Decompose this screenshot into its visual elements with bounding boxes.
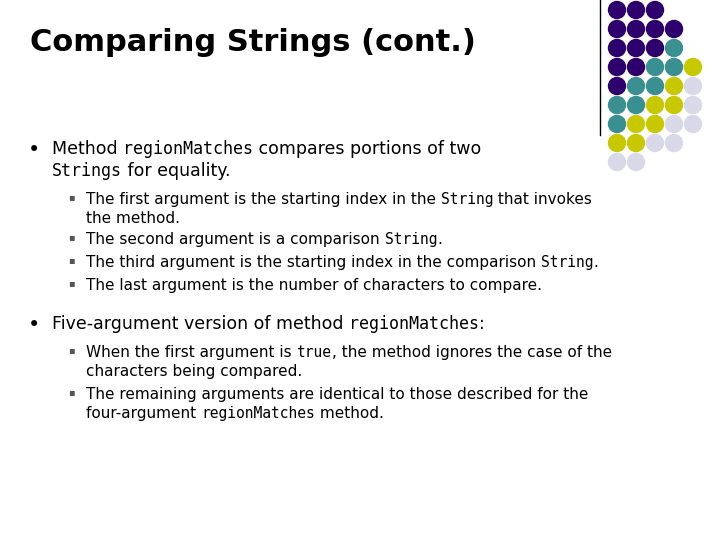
- Text: , the method ignores the case of the: , the method ignores the case of the: [331, 345, 611, 360]
- Circle shape: [647, 39, 664, 57]
- Circle shape: [665, 39, 683, 57]
- Circle shape: [665, 78, 683, 94]
- Text: ▪: ▪: [68, 387, 75, 397]
- Circle shape: [628, 39, 644, 57]
- Circle shape: [628, 116, 644, 132]
- Text: The first argument is the starting index in the: The first argument is the starting index…: [86, 192, 441, 207]
- Circle shape: [608, 2, 626, 18]
- Circle shape: [647, 2, 664, 18]
- Circle shape: [628, 78, 644, 94]
- Circle shape: [647, 134, 664, 152]
- Text: the method.: the method.: [86, 211, 180, 226]
- Text: String: String: [541, 255, 593, 270]
- Text: true: true: [297, 345, 331, 360]
- Circle shape: [608, 153, 626, 171]
- Circle shape: [665, 58, 683, 76]
- Text: The remaining arguments are identical to those described for the: The remaining arguments are identical to…: [86, 387, 588, 402]
- Circle shape: [628, 153, 644, 171]
- Text: for equality.: for equality.: [122, 162, 230, 180]
- Circle shape: [608, 21, 626, 37]
- Text: ▪: ▪: [68, 192, 75, 202]
- Text: regionMatches: regionMatches: [201, 406, 315, 421]
- Text: :: :: [479, 315, 485, 333]
- Text: that invokes: that invokes: [493, 192, 593, 207]
- Circle shape: [665, 97, 683, 113]
- Circle shape: [665, 21, 683, 37]
- Circle shape: [685, 78, 701, 94]
- Circle shape: [647, 78, 664, 94]
- Circle shape: [608, 39, 626, 57]
- Circle shape: [628, 21, 644, 37]
- Circle shape: [685, 97, 701, 113]
- Text: ▪: ▪: [68, 232, 75, 242]
- Text: The last argument is the number of characters to compare.: The last argument is the number of chara…: [86, 278, 542, 293]
- Circle shape: [685, 58, 701, 76]
- Text: •: •: [28, 315, 40, 335]
- Text: ▪: ▪: [68, 345, 75, 355]
- Circle shape: [647, 58, 664, 76]
- Text: •: •: [28, 140, 40, 160]
- Text: Method: Method: [52, 140, 123, 158]
- Circle shape: [628, 58, 644, 76]
- Circle shape: [647, 116, 664, 132]
- Text: compares portions of two: compares portions of two: [253, 140, 482, 158]
- Text: Comparing Strings (cont.): Comparing Strings (cont.): [30, 28, 476, 57]
- Circle shape: [647, 97, 664, 113]
- Text: method.: method.: [315, 406, 384, 421]
- Text: Strings: Strings: [52, 162, 122, 180]
- Text: four-argument: four-argument: [86, 406, 201, 421]
- Circle shape: [647, 21, 664, 37]
- Text: characters being compared.: characters being compared.: [86, 364, 302, 379]
- Text: The third argument is the starting index in the comparison: The third argument is the starting index…: [86, 255, 541, 270]
- Text: String: String: [384, 232, 437, 247]
- Text: .: .: [593, 255, 598, 270]
- Circle shape: [665, 116, 683, 132]
- Text: Five-argument version of method: Five-argument version of method: [52, 315, 349, 333]
- Text: String: String: [441, 192, 493, 207]
- Text: When the first argument is: When the first argument is: [86, 345, 297, 360]
- Text: ▪: ▪: [68, 255, 75, 265]
- Circle shape: [628, 97, 644, 113]
- Circle shape: [628, 134, 644, 152]
- Text: regionMatches: regionMatches: [349, 315, 479, 333]
- Circle shape: [665, 134, 683, 152]
- Text: .: .: [437, 232, 442, 247]
- Text: regionMatches: regionMatches: [123, 140, 253, 158]
- Circle shape: [628, 2, 644, 18]
- Circle shape: [608, 78, 626, 94]
- Text: ▪: ▪: [68, 278, 75, 288]
- Circle shape: [608, 58, 626, 76]
- Circle shape: [608, 97, 626, 113]
- Circle shape: [685, 116, 701, 132]
- Text: The second argument is a comparison: The second argument is a comparison: [86, 232, 384, 247]
- Circle shape: [608, 116, 626, 132]
- Circle shape: [608, 134, 626, 152]
